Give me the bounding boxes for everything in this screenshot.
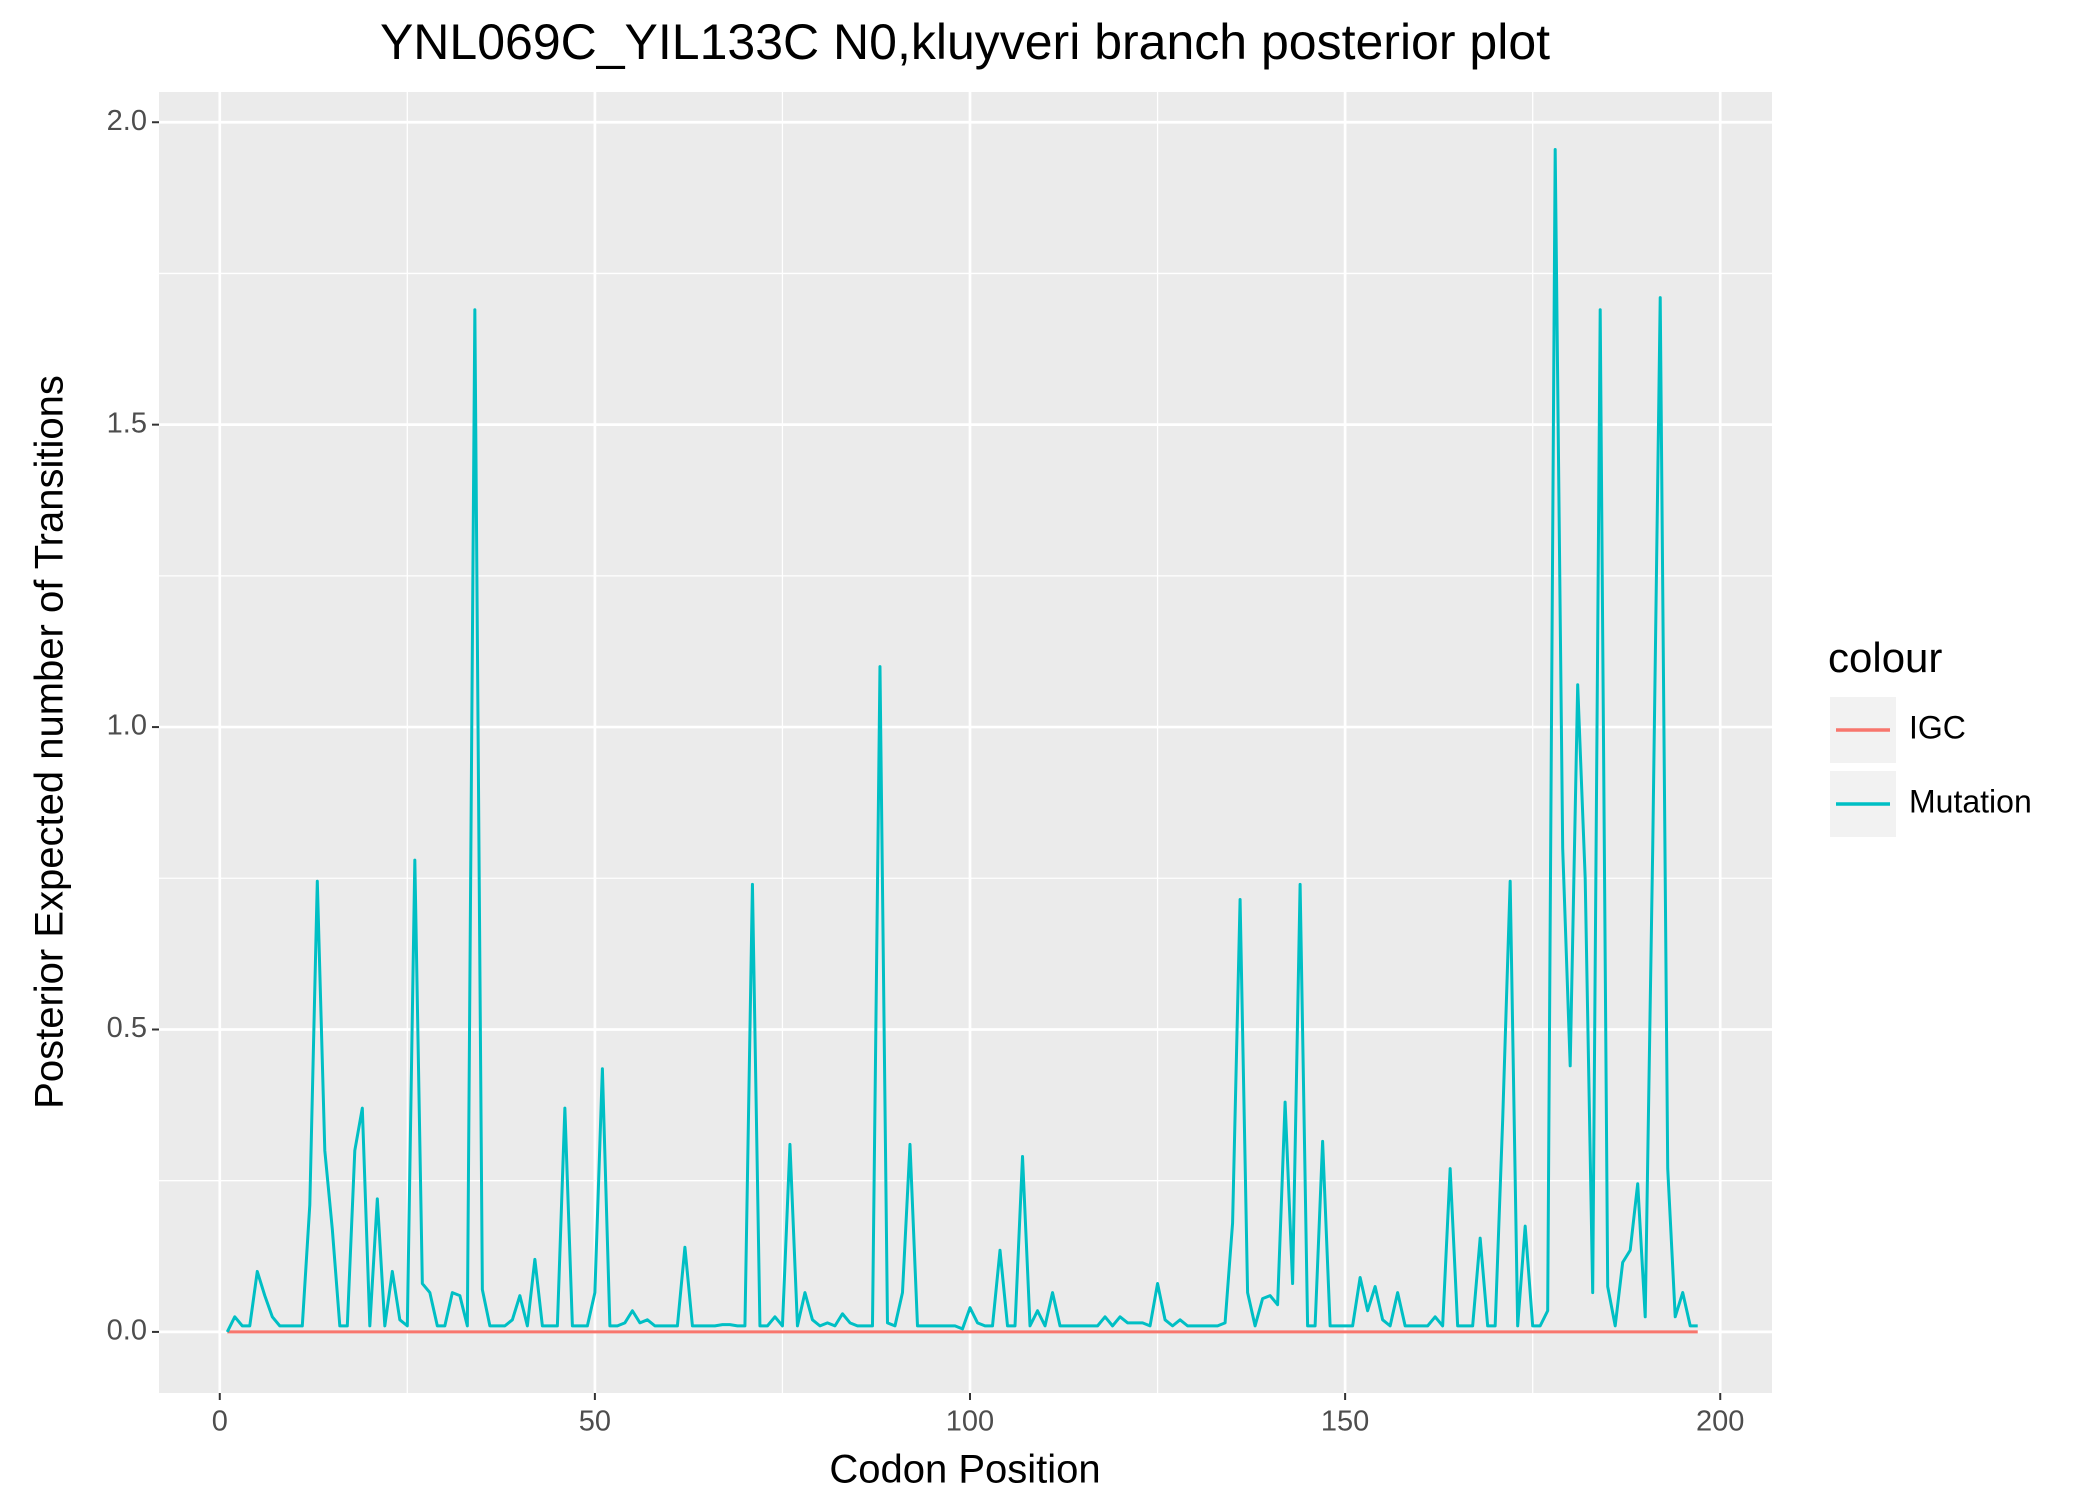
y-tick-label: 0.0: [107, 1315, 147, 1347]
y-axis-title: Posterior Expected number of Transitions: [28, 375, 72, 1109]
chart-title: YNL069C_YIL133C N0,kluyveri branch poste…: [380, 14, 1550, 70]
y-tick-label: 0.5: [107, 1012, 147, 1044]
x-tick-label: 150: [1321, 1406, 1369, 1438]
legend-title: colour: [1828, 634, 1942, 681]
legend-label: IGC: [1909, 709, 1966, 745]
plot-panel: [159, 92, 1772, 1393]
legend-label: Mutation: [1909, 783, 2032, 819]
x-tick-label: 200: [1696, 1406, 1744, 1438]
x-tick-label: 50: [579, 1406, 611, 1438]
y-tick-label: 1.5: [107, 407, 147, 439]
y-tick-label: 1.0: [107, 710, 147, 742]
x-tick-label: 100: [946, 1406, 994, 1438]
x-tick-label: 0: [212, 1406, 228, 1438]
y-tick-label: 2.0: [107, 105, 147, 137]
data-line: [225, 147, 1698, 1333]
x-axis-title: Codon Position: [829, 1448, 1100, 1492]
